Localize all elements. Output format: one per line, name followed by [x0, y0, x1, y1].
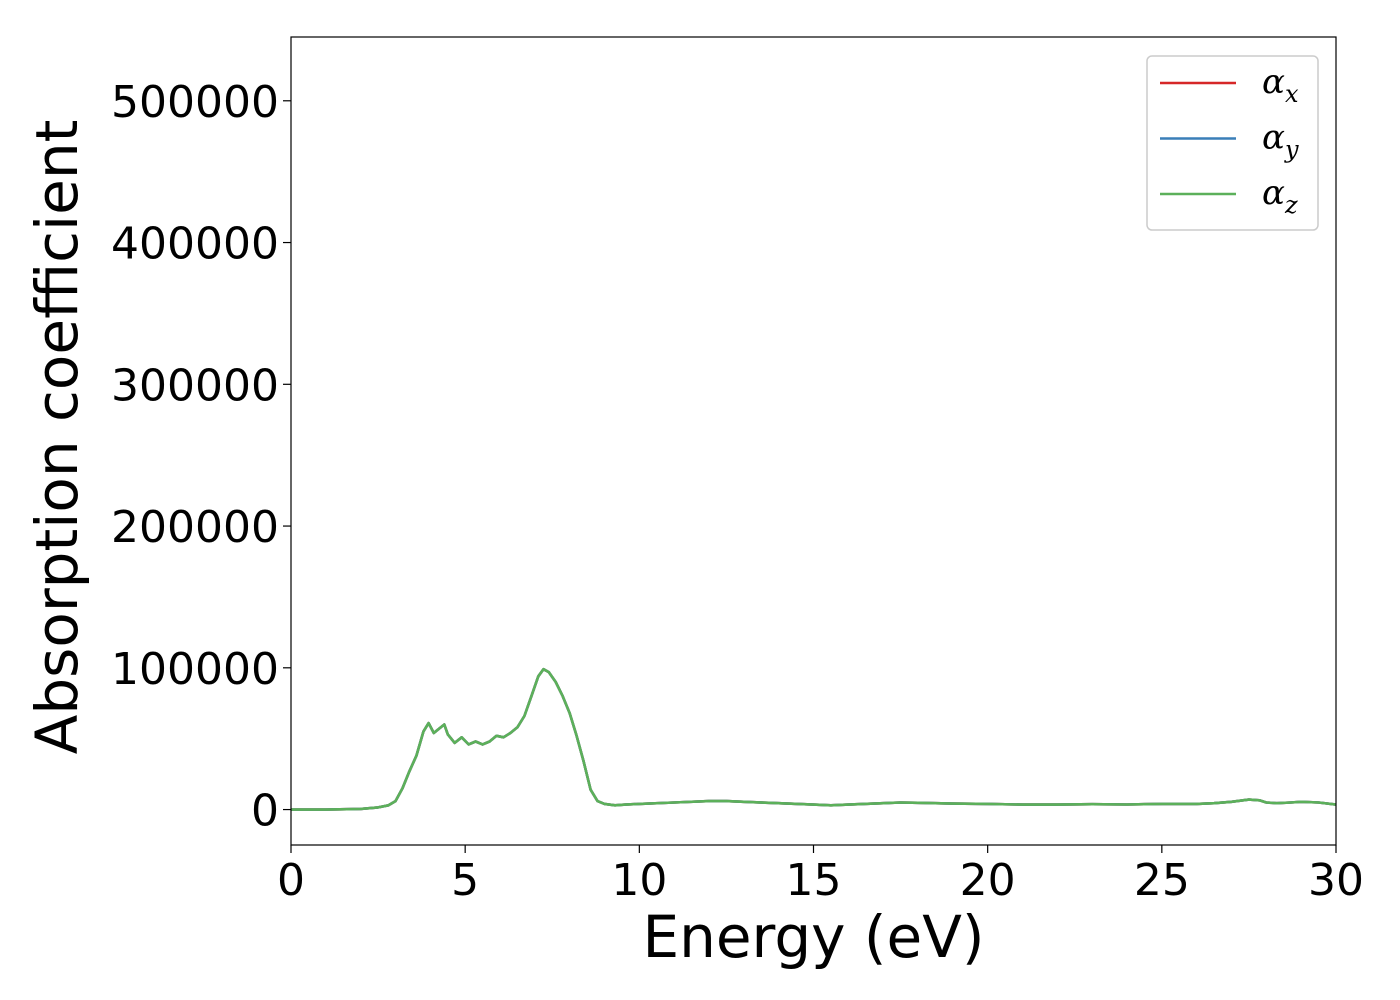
legend-label-subscript: z — [1284, 191, 1298, 219]
x-tick-label: 20 — [960, 855, 1016, 906]
y-tick-label: 200000 — [111, 502, 279, 553]
x-tick-label: 10 — [611, 855, 667, 906]
legend-label-symbol: α — [1262, 173, 1285, 213]
y-tick-label: 0 — [251, 786, 279, 837]
y-axis: 0 100000 200000 300000 400000 500000 — [111, 77, 291, 837]
series-layer — [291, 667, 1337, 811]
x-tick-label: 15 — [786, 855, 842, 906]
series-line-x — [291, 667, 1337, 811]
series-line-y — [291, 667, 1337, 811]
x-axis: 0 5 10 15 20 25 30 — [277, 845, 1364, 906]
series-line-z — [291, 667, 1337, 811]
legend-label-subscript: y — [1284, 136, 1299, 164]
legend-box — [1146, 55, 1319, 231]
legend-label-y: αy — [1262, 118, 1299, 164]
x-tick-label: 30 — [1308, 855, 1364, 906]
y-axis-title: Absorption coefficient — [23, 120, 91, 755]
legend-label-z: αz — [1262, 173, 1298, 219]
y-tick-label: 500000 — [111, 77, 279, 128]
legend-label-x: αx — [1262, 62, 1299, 108]
x-axis-title: Energy (eV) — [642, 903, 984, 971]
y-tick-label: 100000 — [111, 644, 279, 695]
x-tick-label: 5 — [451, 855, 479, 906]
legend-label-symbol: α — [1262, 118, 1285, 158]
legend-label-symbol: α — [1262, 62, 1285, 102]
y-tick-label: 400000 — [111, 219, 279, 270]
y-tick-label: 300000 — [111, 360, 279, 411]
x-tick-label: 25 — [1134, 855, 1190, 906]
legend-label-subscript: x — [1285, 80, 1299, 108]
x-tick-label: 0 — [277, 855, 305, 906]
